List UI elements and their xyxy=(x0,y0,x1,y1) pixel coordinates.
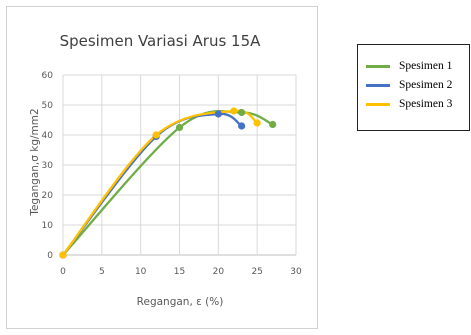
y-axis-label: Tegangan,σ kg/mm2 xyxy=(29,108,41,216)
gridlines xyxy=(62,74,297,256)
data-point-s3-1 xyxy=(152,131,160,139)
legend-label-1: Spesimen 1 xyxy=(399,60,453,72)
legend-swatch-2 xyxy=(366,83,390,87)
legend: Spesimen 1 Spesimen 2 Spesimen 3 xyxy=(357,44,470,131)
legend-label-3: Spesimen 3 xyxy=(399,98,453,110)
y-tick-label-6: 60 xyxy=(42,71,54,81)
legend-swatch-3 xyxy=(366,102,390,106)
series-lines xyxy=(61,109,274,257)
data-point-s2-2 xyxy=(214,110,222,118)
x-tick-label-6: 30 xyxy=(290,267,302,277)
data-point-s2-3 xyxy=(238,122,246,130)
chart-panel xyxy=(6,6,318,329)
data-point-s3-2 xyxy=(230,107,238,115)
tick-labels: 0 10 20 30 40 50 60 0 5 10 15 20 25 30 xyxy=(42,71,302,277)
legend-item-3: Spesimen 3 xyxy=(366,94,468,114)
x-tick-label-4: 20 xyxy=(213,267,225,277)
legend-swatch-1 xyxy=(366,64,390,68)
y-tick-label-2: 20 xyxy=(42,191,54,201)
data-markers xyxy=(59,107,277,259)
data-point-s3-0 xyxy=(59,251,67,259)
y-tick-label-4: 40 xyxy=(42,131,54,141)
data-point-s1-1 xyxy=(175,123,184,132)
y-tick-label-0: 0 xyxy=(47,251,53,261)
y-tick-label-1: 10 xyxy=(42,221,54,231)
y-tick-label-3: 30 xyxy=(42,161,54,171)
x-tick-label-5: 25 xyxy=(251,267,262,277)
data-point-s1-3 xyxy=(269,120,277,129)
series-line-1 xyxy=(61,109,274,257)
legend-item-1: Spesimen 1 xyxy=(366,56,468,76)
x-tick-label-2: 10 xyxy=(135,267,147,277)
data-point-s3-3 xyxy=(253,119,261,127)
x-tick-label-3: 15 xyxy=(174,267,185,277)
chart-title: Spesimen Variasi Arus 15A xyxy=(60,32,262,50)
legend-label-2: Spesimen 2 xyxy=(399,79,453,91)
x-tick-label-0: 0 xyxy=(60,267,66,277)
legend-item-2: Spesimen 2 xyxy=(366,75,468,95)
series-line-3 xyxy=(61,109,259,257)
y-tick-label-5: 50 xyxy=(42,101,54,111)
data-point-s1-2 xyxy=(238,108,246,117)
x-tick-label-1: 5 xyxy=(99,267,105,277)
x-axis-label: Regangan, ε (%) xyxy=(137,296,224,308)
